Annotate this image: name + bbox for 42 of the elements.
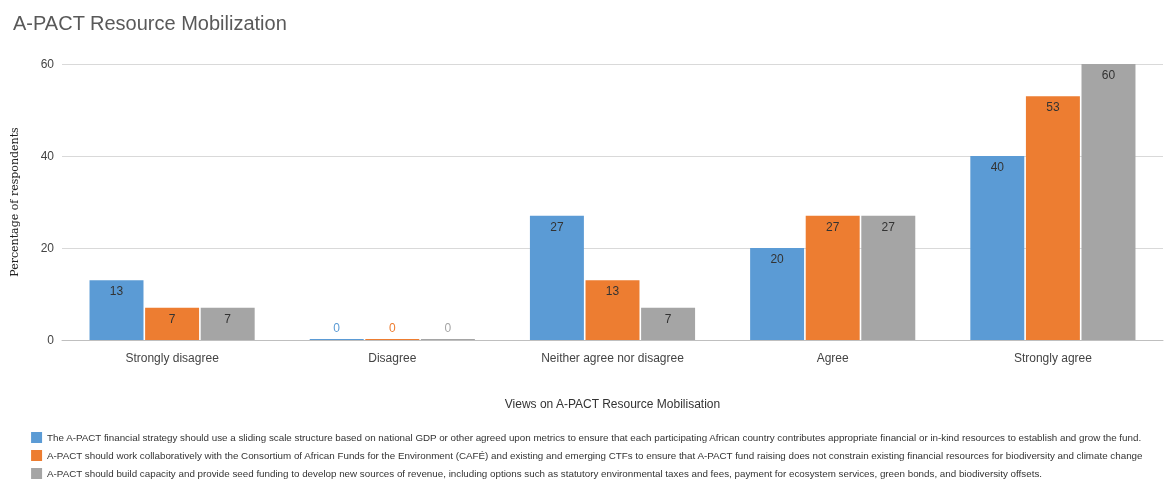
bar [1025,96,1080,340]
bar [750,248,805,340]
bar [641,307,696,340]
legend-label: The A-PACT financial strategy should use a sliding scale structure based on national GDP or other agreed upon metrics to ensure that each participating African country contributes appropriate financial or in-kind resources to establish and grow the fund. [47,432,1142,443]
legend-label: A-PACT should build capacity and provide seed funding to develop new sources of revenue, including options such as statutory environmental taxes and fees, payment for ecosystem services, green bonds, and biodiversity offsets. [47,468,1043,479]
data-label: 0 [444,321,452,335]
x-tick-label: Strongly disagree [125,351,220,365]
y-tick-label: 20 [40,241,55,255]
data-label: 27 [550,219,564,234]
data-label: 7 [168,311,176,326]
x-tick-label: Strongly agree [1013,351,1093,365]
bar [805,215,860,340]
data-label: 27 [826,219,840,234]
bar [585,280,640,340]
data-label: 20 [770,252,785,266]
y-tick-label: 40 [40,149,55,163]
data-label: 13 [605,284,620,299]
x-axis-title: Views on A-PACT Resource Mobilisation [504,397,721,411]
data-label: 0 [388,321,396,335]
data-label: 27 [881,219,896,234]
y-tick-label: 60 [40,57,55,71]
data-label: 7 [224,311,232,326]
x-tick-label: Agree [816,351,850,365]
x-tick-label: Neither agree nor disagree [541,351,685,365]
data-label: 40 [990,160,1005,174]
bar [861,215,916,340]
data-label: 13 [109,284,124,299]
bar [200,307,255,340]
bar [529,215,584,340]
data-label: 60 [1101,68,1116,82]
legend-label: A-PACT should work collaboratively with the Consortium of African Funds for the Environment (CAFÉ) and existing and emerging CTFs to ensure that A-PACT fund raising does not constrain existing financial resources for biodiversity and climate change [47,450,1144,461]
bar [89,280,144,340]
bar [970,156,1025,340]
chart-title: A-PACT Resource Mobilization [13,12,287,34]
data-label: 53 [1046,100,1060,115]
bar [1081,64,1136,340]
data-label: 0 [333,321,341,335]
y-axis-title: Percentage of respondents [8,126,21,277]
data-label: 7 [664,311,672,326]
bar [145,307,200,340]
x-tick-label: Disagree [368,351,417,365]
y-tick-label: 0 [47,333,55,347]
